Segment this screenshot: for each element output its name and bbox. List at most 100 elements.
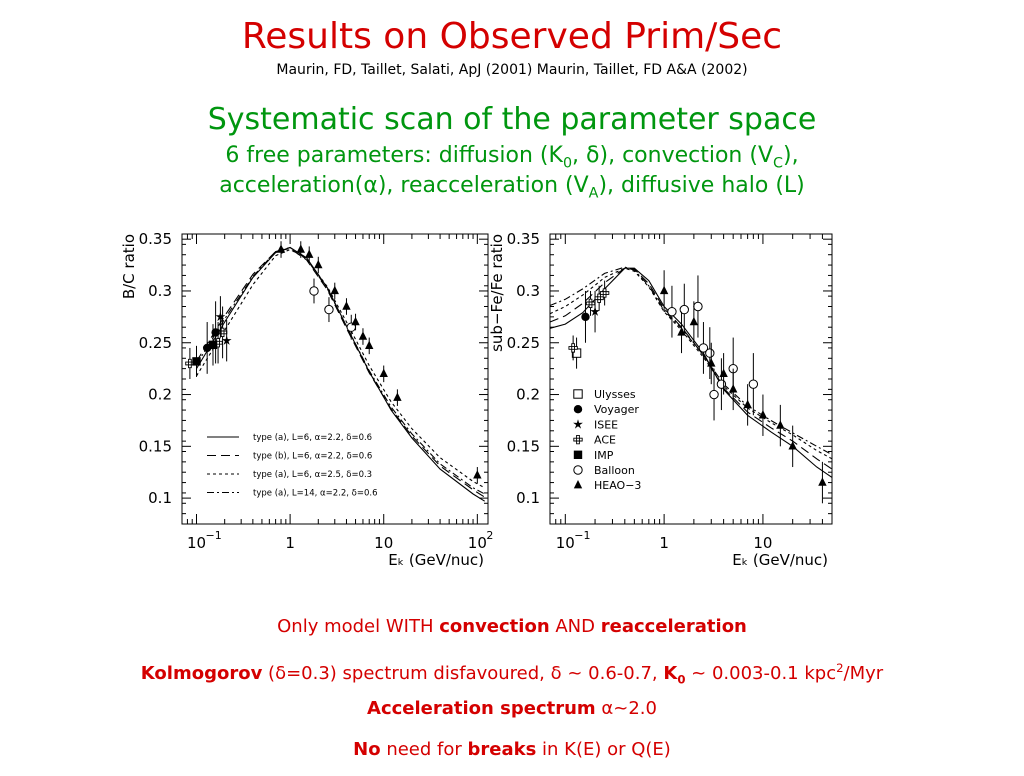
y-tick-label: 0.15 (507, 437, 540, 455)
data-point-filled-triangle (758, 410, 768, 419)
params-text: acceleration(α), reacceleration (V (219, 173, 589, 198)
note-sub: 0 (677, 672, 686, 687)
data-point-filled-square (208, 340, 218, 350)
model-curve-3 (549, 267, 833, 460)
plot-frame (181, 233, 489, 525)
subfe-fe-ratio-chart: 0.1 0.15 0.2 0.25 0.3 0.35 10 −1 1 10 Eₖ (GeV/nuc)… (470, 222, 850, 582)
y-tick-label: 0.1 (148, 489, 172, 507)
x-tick-label: 10 (374, 534, 393, 552)
x-axis-label: Eₖ (GeV/nuc) (388, 551, 484, 569)
data-point-star (221, 335, 232, 345)
data-point-open-circle (705, 348, 715, 358)
legend-marker-filled-square (573, 450, 583, 459)
x-tick-label: 1 (659, 534, 669, 552)
data-point-filled-circle (211, 328, 220, 337)
legend-marker-open-circle (573, 465, 583, 475)
x-tick-label: 1 (285, 534, 295, 552)
data-point-filled-triangle (276, 244, 286, 253)
data-point-open-circle (309, 286, 319, 296)
y-tick-label: 0.15 (139, 437, 172, 455)
params-text: ), convection (V (599, 143, 774, 168)
params-text: 6 free parameters: diffusion (K (225, 143, 563, 168)
x-tick-label: 10 (556, 534, 575, 552)
data-point-filled-triangle (689, 316, 699, 326)
data-point-filled-triangle (379, 368, 388, 378)
y-tick-label: 0.35 (139, 230, 172, 248)
data-point-filled-triangle (358, 331, 368, 340)
x-tick-exponent: 2 (486, 529, 493, 542)
note-text: Only model WITH (277, 616, 440, 637)
model-curve-4 (196, 246, 485, 495)
slide-title: Results on Observed Prim/Sec (241, 16, 783, 57)
params-line-2: acceleration(α), reacceleration (VA), di… (0, 171, 1024, 208)
params-text: ), diffusive halo (L) (598, 173, 805, 198)
plot-frame (549, 233, 833, 525)
note-bold: breaks (467, 739, 537, 760)
data-point-open-circle (716, 379, 727, 389)
data-point-filled-triangle (677, 327, 686, 336)
note-text: /Myr (843, 663, 884, 684)
note-acceleration: Acceleration spectrum α~2.0 (0, 694, 1024, 735)
y-axis-label: sub−Fe/Fe ratio (488, 234, 506, 352)
data-point-filled-triangle (330, 285, 339, 295)
data-point-star (215, 311, 226, 322)
data-point-filled-triangle (743, 399, 752, 409)
data-point-plus (594, 293, 604, 303)
y-tick-label: 0.1 (516, 489, 540, 507)
data-point-filled-triangle (719, 368, 728, 378)
params-line-1: 6 free parameters: diffusion (K0, δ), co… (0, 141, 1024, 178)
legend-label: IMP (594, 449, 614, 462)
data-point-filled-triangle (788, 441, 797, 450)
model-curve-2 (549, 267, 833, 470)
note-breaks: No need for breaks in K(E) or Q(E) (0, 735, 1024, 776)
legend-label: type (a), L=6, α=2.2, δ=0.6 (253, 433, 372, 443)
legend-label: ACE (594, 434, 616, 447)
data-point-filled-circle (202, 343, 212, 353)
y-tick-label: 0.35 (507, 230, 540, 248)
legend-marker-open-square (573, 389, 583, 399)
legend-label: Balloon (594, 464, 635, 477)
data-point-filled-triangle (314, 259, 323, 269)
data-point-open-circle (324, 304, 334, 315)
params-text: , (572, 143, 587, 168)
data-point-filled-triangle (342, 301, 351, 310)
note-text: AND (549, 616, 601, 637)
data-point-open-circle (693, 301, 703, 312)
x-tick-exponent: −1 (206, 529, 222, 542)
data-point-filled-triangle (473, 470, 482, 479)
legend-label: Voyager (594, 403, 639, 416)
data-point-open-circle (748, 379, 759, 389)
legend-label: type (a), L=14, α=2.2, δ=0.6 (253, 489, 378, 499)
note-text: in K(E) or Q(E) (536, 739, 671, 760)
model-curve-4 (549, 266, 833, 456)
data-point-filled-triangle (728, 384, 738, 393)
data-point-filled-triangle (365, 340, 374, 350)
note-bold: Kolmogorov (140, 663, 263, 684)
params-sub: A (588, 185, 599, 202)
x-tick-label: 10 (187, 534, 206, 552)
data-point-filled-triangle (707, 358, 716, 367)
data-point-plus (568, 343, 578, 353)
data-point-star (590, 306, 600, 316)
legend-marker-plus (573, 434, 583, 445)
data-point-open-circle (667, 306, 677, 317)
conclusions: Only model WITH convection AND reacceler… (0, 612, 1024, 776)
references: Maurin, FD, Taillet, Salati, ApJ (2001) … (276, 62, 748, 78)
data-point-filled-triangle (351, 316, 360, 326)
data-point-open-circle (679, 304, 689, 315)
data-point-filled-triangle (776, 420, 785, 429)
legend-label: type (a), L=6, α=2.5, δ=0.3 (253, 470, 372, 480)
model-curve-1 (196, 246, 485, 502)
y-tick-label: 0.3 (148, 282, 172, 300)
data-point-filled-triangle (296, 244, 305, 253)
y-tick-label: 0.25 (139, 334, 172, 352)
note-text: (δ=0.3) spectrum disfavoured, δ ~ 0.6-0.… (262, 663, 664, 684)
note-bold: K (663, 663, 678, 684)
x-tick-exponent: −1 (574, 529, 590, 542)
note-convection: Only model WITH convection AND reacceler… (0, 612, 1024, 653)
note-sup: 2 (836, 661, 844, 675)
note-bold: No (353, 739, 381, 760)
data-point-filled-square (192, 357, 201, 366)
legend-label: type (b), L=6, α=2.2, δ=0.6 (253, 452, 372, 462)
note-text: need for (380, 739, 468, 760)
